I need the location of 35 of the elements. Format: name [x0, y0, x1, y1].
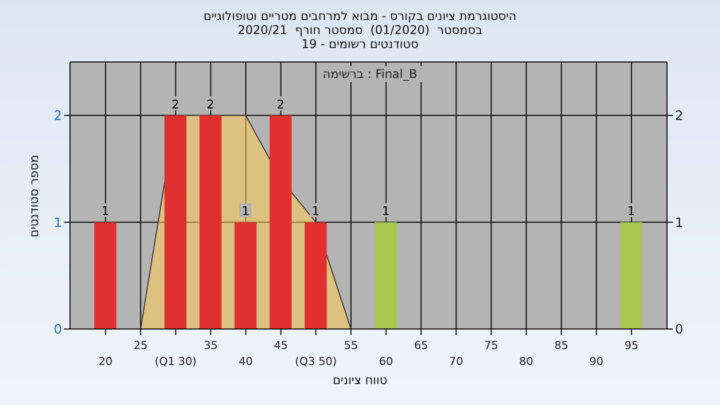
data-label: 1 — [627, 204, 636, 218]
x-tick-label: 85 — [554, 339, 568, 352]
y2-tick-label: 2 — [675, 109, 684, 124]
data-label: 1 — [312, 204, 320, 218]
annotation: ברשימה : Final_B — [322, 67, 418, 81]
x-tick-label: 75 — [484, 339, 498, 352]
x-tick-label: 65 — [414, 339, 428, 352]
x-tick-label: (Q3 50) — [295, 355, 337, 368]
data-label: 2 — [206, 97, 214, 112]
x-tick-label: 45 — [274, 339, 288, 352]
x-tick-label: 25 — [134, 339, 148, 352]
x-tick-label: 20 — [98, 355, 113, 368]
x-tick-label: 95 — [624, 339, 638, 352]
chart-subtitle: בסמסטר (01/2020) סמסטר חורף 2020/21 סטודנטים רשומים - 19 — [236, 23, 484, 51]
x-tick-label: 70 — [449, 355, 464, 368]
data-label: 1 — [382, 204, 390, 218]
x-tick-label: 80 — [519, 355, 534, 368]
x-tick-label: 40 — [238, 355, 253, 368]
y-tick-label: 0 — [54, 322, 62, 338]
y-axis-title: מספר סטודנטים — [27, 154, 41, 238]
x-tick-label: 35 — [204, 339, 218, 352]
data-label: 1 — [242, 204, 250, 218]
y-tick-label: 1 — [54, 216, 62, 231]
x-axis-title: טווח ציונים — [332, 373, 388, 387]
data-label: 2 — [172, 97, 180, 112]
x-tick-label: 90 — [589, 355, 604, 368]
x-tick-label: (Q1 30) — [154, 355, 197, 368]
data-label: 2 — [276, 97, 284, 112]
y2-tick-label: 0 — [675, 322, 684, 338]
chart-title: היסטוגרמת ציונים בקורס - מבוא למרחבים מטריים וטופולוגיים — [202, 9, 518, 23]
y2-tick-label: 1 — [675, 216, 684, 231]
y-tick-label: 2 — [54, 109, 62, 124]
data-label: 1 — [101, 204, 110, 218]
x-tick-label: 60 — [379, 355, 394, 368]
x-tick-label: 55 — [344, 339, 358, 352]
